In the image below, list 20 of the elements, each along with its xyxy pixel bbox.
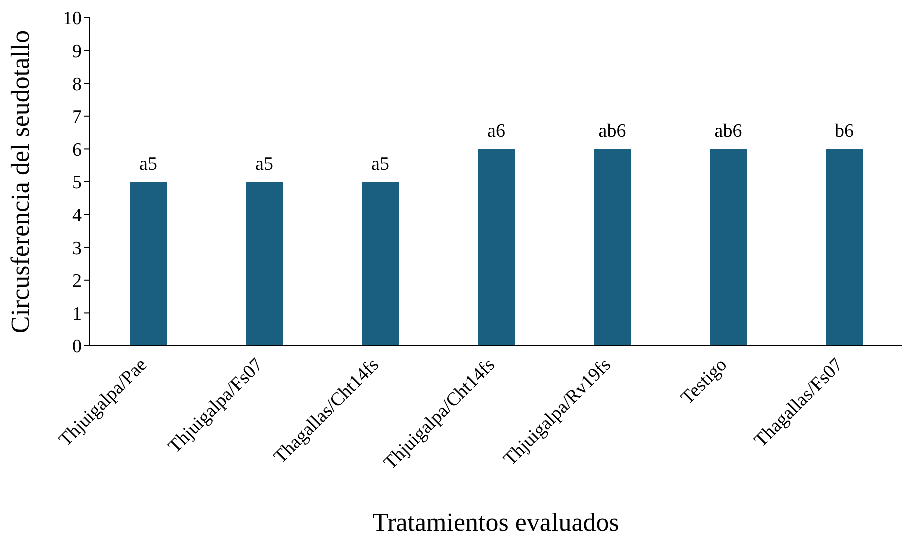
y-tick-label: 3	[72, 238, 82, 260]
y-axis-title: Circusferencia del seudotallo	[6, 30, 36, 334]
y-tick-label: 8	[72, 74, 82, 96]
y-tick-label: 4	[72, 206, 82, 227]
x-axis-title: Tratamientos evaluados	[372, 508, 620, 537]
data-label: a5	[140, 154, 158, 175]
data-label: a5	[256, 154, 274, 175]
y-tick-label: 0	[72, 336, 82, 358]
data-label: a5	[372, 154, 390, 175]
y-tick-label: 5	[72, 172, 82, 194]
y-tick-label: 6	[72, 140, 82, 161]
y-tick-label: 1	[72, 304, 82, 325]
y-tick-label: 2	[72, 271, 82, 292]
y-tick-label: 10	[63, 8, 82, 30]
y-tick-label: 9	[72, 42, 82, 63]
data-label: a6	[488, 121, 506, 142]
data-label: ab6	[714, 121, 742, 142]
data-label: b6	[835, 121, 854, 142]
data-label: ab6	[598, 121, 626, 142]
y-tick-label: 7	[72, 107, 82, 128]
